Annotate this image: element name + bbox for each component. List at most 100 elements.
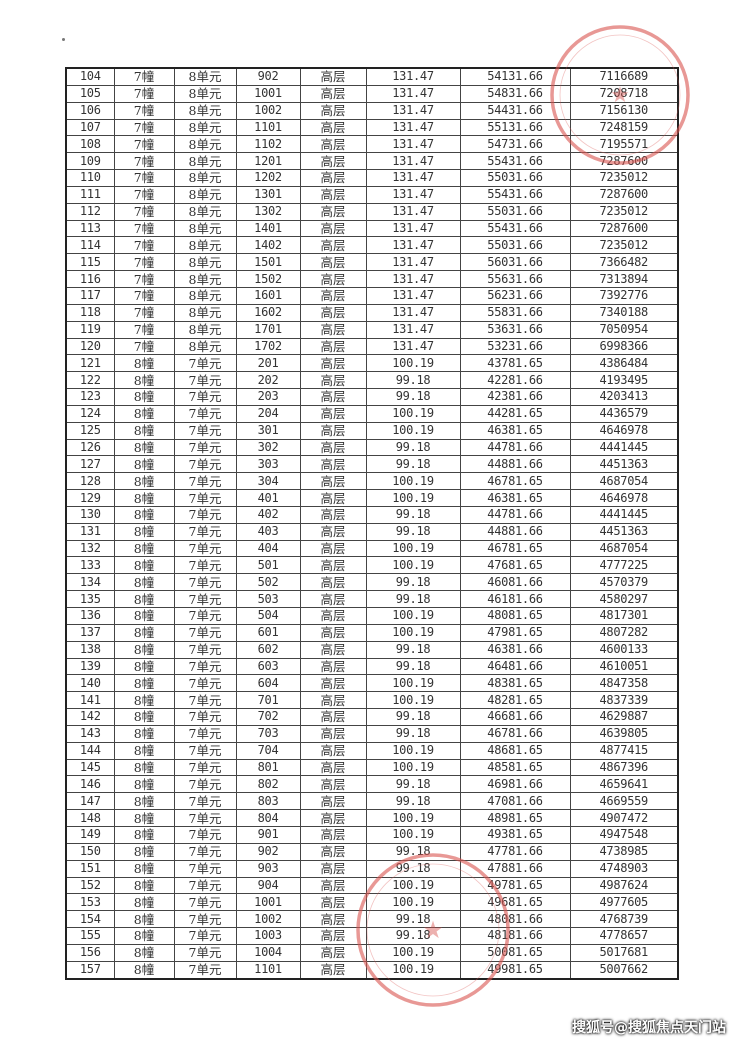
cell-unit: 7单元 [173, 404, 237, 423]
cell-total-price: 4580297 [569, 590, 679, 608]
table-row: 146 8幢 7单元 802 高层 99.18 46981.66 4659641 [65, 775, 679, 794]
cell-building: 8幢 [113, 539, 175, 558]
cell-room: 1202 [235, 169, 301, 187]
cell-type: 高层 [299, 489, 367, 507]
cell-building: 7幢 [113, 303, 175, 322]
table-row: 156 8幢 7单元 1004 高层 100.19 50081.65 5017681 [65, 943, 679, 962]
cell-building: 7幢 [113, 118, 175, 137]
cell-type: 高层 [299, 893, 367, 912]
cell-building: 8幢 [113, 522, 175, 541]
cell-area: 100.19 [365, 404, 461, 423]
cell-room: 602 [235, 640, 301, 659]
cell-room: 304 [235, 472, 301, 491]
cell-unit-price: 46781.66 [459, 724, 571, 743]
cell-unit: 7单元 [173, 943, 237, 962]
cell-unit-price: 46081.66 [459, 573, 571, 592]
cell-unit-price: 44281.65 [459, 404, 571, 423]
cell-type: 高层 [299, 522, 367, 541]
cell-area: 131.47 [365, 135, 461, 154]
cell-building: 8幢 [113, 876, 175, 895]
cell-unit-price: 46681.66 [459, 708, 571, 726]
cell-building: 8幢 [113, 438, 175, 457]
cell-total-price: 4687054 [569, 472, 679, 491]
cell-building: 8幢 [113, 758, 175, 777]
cell-unit: 7单元 [173, 674, 237, 693]
cell-room: 1001 [235, 893, 301, 912]
cell-unit-price: 56031.66 [459, 253, 571, 272]
cell-total-price: 4738985 [569, 842, 679, 861]
cell-room: 503 [235, 590, 301, 608]
cell-total-price: 7313894 [569, 270, 679, 288]
cell-seq: 118 [65, 303, 115, 322]
cell-type: 高层 [299, 152, 367, 171]
table-row: 154 8幢 7单元 1002 高层 99.18 48081.66 4768739 [65, 910, 679, 929]
cell-seq: 156 [65, 943, 115, 962]
cell-seq: 127 [65, 455, 115, 474]
cell-building: 8幢 [113, 792, 175, 811]
cell-room: 1002 [235, 101, 301, 120]
cell-area: 131.47 [365, 236, 461, 255]
cell-unit-price: 48081.65 [459, 607, 571, 625]
cell-room: 401 [235, 489, 301, 507]
cell-room: 1402 [235, 236, 301, 255]
cell-room: 702 [235, 708, 301, 726]
cell-total-price: 4203413 [569, 388, 679, 406]
cell-unit: 7单元 [173, 876, 237, 895]
cell-building: 7幢 [113, 185, 175, 204]
cell-unit-price: 55031.66 [459, 202, 571, 221]
cell-area: 131.47 [365, 169, 461, 187]
cell-building: 7幢 [113, 337, 175, 356]
cell-unit-price: 49381.65 [459, 825, 571, 844]
cell-area: 99.18 [365, 910, 461, 929]
cell-seq: 136 [65, 607, 115, 625]
cell-total-price: 4193495 [569, 371, 679, 390]
cell-room: 901 [235, 825, 301, 844]
cell-seq: 132 [65, 539, 115, 558]
cell-area: 100.19 [365, 556, 461, 575]
cell-total-price: 4987624 [569, 876, 679, 895]
cell-unit-price: 48381.65 [459, 674, 571, 693]
cell-type: 高层 [299, 320, 367, 339]
cell-unit: 8单元 [173, 152, 237, 171]
table-row: 138 8幢 7单元 602 高层 99.18 46381.66 4600133 [65, 640, 679, 659]
cell-unit: 7单元 [173, 472, 237, 491]
cell-seq: 140 [65, 674, 115, 693]
cell-building: 8幢 [113, 472, 175, 491]
cell-building: 8幢 [113, 623, 175, 642]
cell-total-price: 7050954 [569, 320, 679, 339]
cell-building: 7幢 [113, 320, 175, 339]
cell-unit-price: 55031.66 [459, 169, 571, 187]
cell-type: 高层 [299, 910, 367, 929]
cell-total-price: 7287600 [569, 185, 679, 204]
cell-seq: 105 [65, 84, 115, 103]
table-row: 137 8幢 7单元 601 高层 100.19 47981.65 4807282 [65, 623, 679, 642]
cell-seq: 157 [65, 960, 115, 980]
cell-room: 1002 [235, 910, 301, 929]
cell-area: 131.47 [365, 84, 461, 103]
cell-type: 高层 [299, 84, 367, 103]
table-row: 112 7幢 8单元 1302 高层 131.47 55031.66 7235012 [65, 202, 679, 221]
cell-building: 7幢 [113, 270, 175, 288]
cell-unit: 8单元 [173, 118, 237, 137]
cell-room: 1001 [235, 84, 301, 103]
cell-room: 703 [235, 724, 301, 743]
cell-unit: 7单元 [173, 522, 237, 541]
cell-area: 99.18 [365, 708, 461, 726]
cell-type: 高层 [299, 219, 367, 238]
cell-area: 100.19 [365, 623, 461, 642]
cell-type: 高层 [299, 135, 367, 154]
cell-unit: 7单元 [173, 741, 237, 760]
cell-room: 204 [235, 404, 301, 423]
cell-area: 100.19 [365, 489, 461, 507]
cell-seq: 121 [65, 354, 115, 373]
cell-unit: 8单元 [173, 101, 237, 120]
table-row: 115 7幢 8单元 1501 高层 131.47 56031.66 7366482 [65, 253, 679, 272]
table-row: 147 8幢 7单元 803 高层 99.18 47081.66 4669559 [65, 792, 679, 811]
cell-unit-price: 46981.66 [459, 775, 571, 794]
cell-total-price: 4748903 [569, 859, 679, 878]
cell-building: 8幢 [113, 691, 175, 710]
cell-room: 902 [235, 842, 301, 861]
cell-building: 8幢 [113, 927, 175, 945]
cell-area: 99.18 [365, 724, 461, 743]
cell-type: 高层 [299, 640, 367, 659]
